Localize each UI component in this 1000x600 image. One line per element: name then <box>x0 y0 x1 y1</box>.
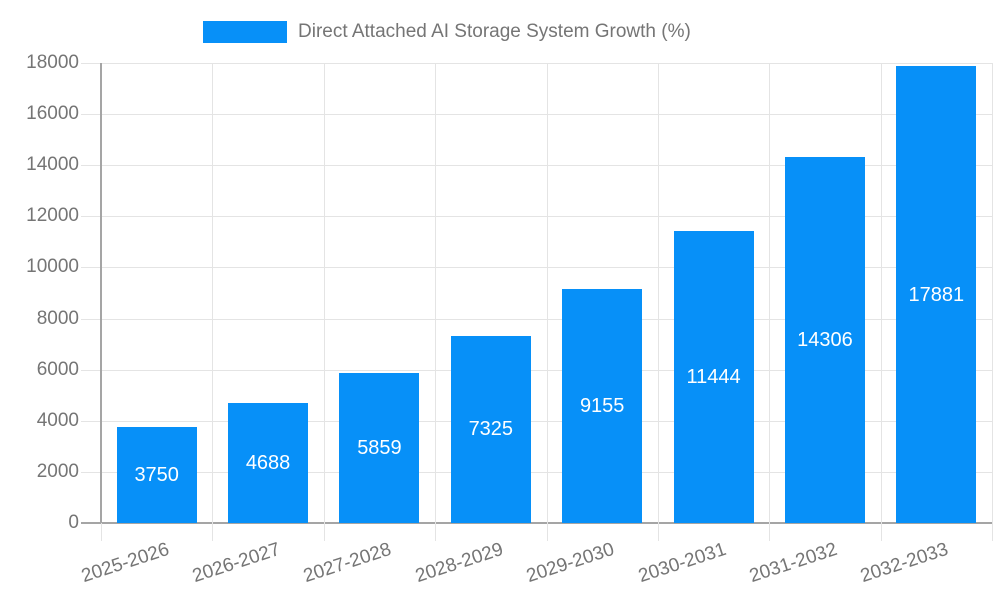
y-tick-label: 18000 <box>26 52 79 73</box>
bar-2032-2033[interactable] <box>896 66 977 523</box>
bar-2028-2029[interactable] <box>450 335 531 523</box>
bar-2031-2032[interactable] <box>784 157 865 523</box>
x-gridline <box>212 63 214 541</box>
bar-value-label: 4688 <box>245 452 291 475</box>
y-gridline <box>81 267 992 269</box>
y-gridline <box>81 63 992 64</box>
y-gridline <box>81 369 992 371</box>
y-tick-label: 4000 <box>36 409 79 431</box>
y-tick-label: 6000 <box>36 358 79 380</box>
y-tick-label: 8000 <box>36 307 79 329</box>
bar-value-label: 17881 <box>908 283 965 306</box>
x-gridline <box>880 63 882 541</box>
y-gridline <box>81 471 992 473</box>
y-axis-line <box>100 63 102 523</box>
x-tick-label: 2025-2026 <box>78 538 172 588</box>
y-gridline <box>81 420 992 422</box>
y-tick-label: 2000 <box>36 460 79 482</box>
x-tick-label: 2030-2031 <box>635 538 729 588</box>
bar-2029-2030[interactable] <box>562 289 643 523</box>
bar-2025-2026[interactable] <box>116 427 197 523</box>
bar-value-label: 3750 <box>134 464 179 487</box>
y-tick-label: 0 <box>68 512 79 533</box>
x-tick-label: 2031-2032 <box>746 538 840 588</box>
x-tick-label: 2032-2033 <box>858 538 952 588</box>
bar-value-label: 9155 <box>579 395 625 418</box>
x-gridline <box>546 63 548 541</box>
legend-item[interactable]: Direct Attached AI Storage System Growth… <box>203 21 691 43</box>
y-gridline <box>81 216 992 218</box>
legend-label: Direct Attached AI Storage System Growth… <box>298 21 691 42</box>
x-gridline <box>992 63 993 541</box>
x-tick-label: 2027-2028 <box>301 538 395 588</box>
x-gridline <box>323 63 325 541</box>
y-tick-label: 12000 <box>26 205 79 227</box>
x-axis-line <box>81 522 992 524</box>
y-gridline <box>81 318 992 320</box>
bar-value-label: 14306 <box>797 329 853 352</box>
x-tick-label: 2028-2029 <box>412 538 506 588</box>
x-gridline <box>657 63 659 541</box>
y-tick-label: 16000 <box>26 103 79 125</box>
bar-2026-2027[interactable] <box>228 403 309 523</box>
x-gridline <box>769 63 771 541</box>
x-gridline <box>435 63 437 541</box>
x-tick-label: 2026-2027 <box>189 538 283 588</box>
legend-swatch-icon <box>203 21 287 43</box>
x-tick-mark <box>101 523 102 541</box>
y-gridline <box>81 165 992 167</box>
bar-value-label: 11444 <box>686 365 741 388</box>
bar-2027-2028[interactable] <box>339 373 420 523</box>
x-tick-label: 2029-2030 <box>524 538 617 588</box>
y-tick-label: 10000 <box>26 256 79 278</box>
bar-value-label: 5859 <box>357 437 402 460</box>
bar-value-label: 7325 <box>468 418 514 441</box>
y-tick-label: 14000 <box>26 154 79 176</box>
bar-2030-2031[interactable] <box>673 230 754 523</box>
y-gridline <box>81 114 992 116</box>
